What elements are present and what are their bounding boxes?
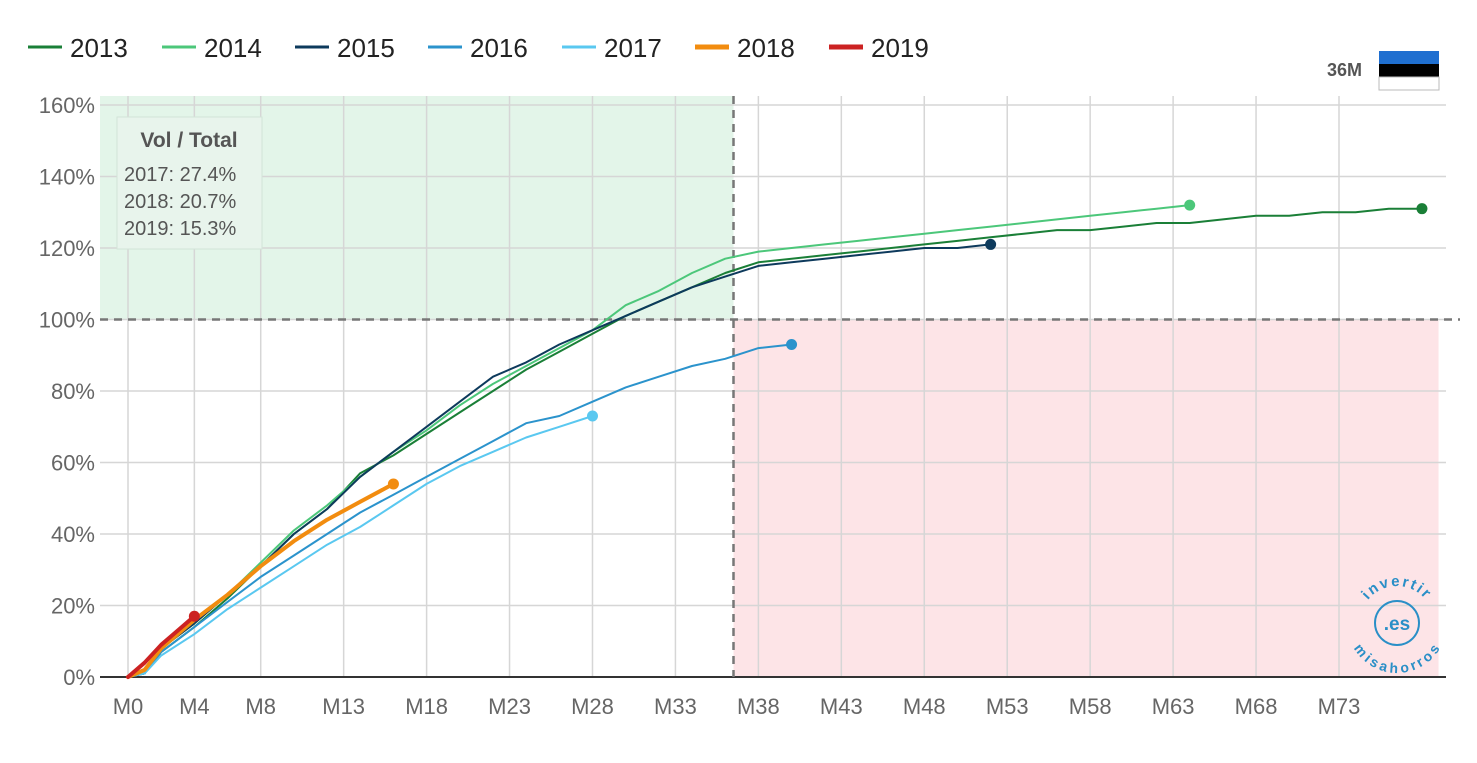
series-line-2019 <box>126 614 197 679</box>
legend-item-2014: 2014 <box>162 33 262 63</box>
legend-label-2015: 2015 <box>337 33 395 63</box>
series-end-point-2017 <box>586 410 598 422</box>
x-tick-M23: M23 <box>488 694 531 719</box>
y-tick-140%: 140% <box>39 165 95 190</box>
x-tick-M8: M8 <box>245 694 276 719</box>
y-tick-80%: 80% <box>51 379 95 404</box>
legend-item-2016: 2016 <box>428 33 528 63</box>
legend-item-2015: 2015 <box>295 33 395 63</box>
y-tick-40%: 40% <box>51 522 95 547</box>
series-end-point-2013 <box>1416 203 1428 215</box>
x-tick-M48: M48 <box>903 694 946 719</box>
series-end-points <box>188 199 1428 622</box>
series-line-2016 <box>127 343 793 678</box>
legend-label-2018: 2018 <box>737 33 795 63</box>
target-zones <box>100 96 1439 677</box>
x-tick-M43: M43 <box>820 694 863 719</box>
x-tick-M18: M18 <box>405 694 448 719</box>
x-tick-M68: M68 <box>1235 694 1278 719</box>
y-tick-20%: 20% <box>51 594 95 619</box>
legend-label-2014: 2014 <box>204 33 262 63</box>
flag-stripe-middle <box>1379 64 1439 77</box>
estonia-flag-icon <box>1378 51 1440 91</box>
reference-lines <box>100 96 1460 677</box>
x-tick-M33: M33 <box>654 694 697 719</box>
legend-item-2013: 2013 <box>28 33 128 63</box>
series-lines <box>126 204 1423 679</box>
y-tick-120%: 120% <box>39 236 95 261</box>
flag-stripe-bottom <box>1378 76 1440 91</box>
legend-label-2019: 2019 <box>871 33 929 63</box>
y-tick-100%: 100% <box>39 308 95 333</box>
zone-below-target <box>733 319 1439 677</box>
x-tick-M53: M53 <box>986 694 1029 719</box>
series-end-point-2014 <box>1184 199 1196 211</box>
legend-label-2016: 2016 <box>470 33 528 63</box>
y-tick-0%: 0% <box>63 665 95 690</box>
series-end-point-2016 <box>786 339 798 351</box>
annotation-line-2019: 2019: 15.3% <box>124 218 237 240</box>
legend-label-2013: 2013 <box>70 33 128 63</box>
y-axis-ticks: 0% 20% 40% 60% 80% 100% 120% 140% 160% <box>39 93 95 690</box>
vol-total-annotation: Vol / Total 2017: 27.4% 2018: 20.7% 2019… <box>116 116 263 250</box>
annotation-line-2017: 2017: 27.4% <box>124 164 237 186</box>
y-tick-60%: 60% <box>51 451 95 476</box>
legend-item-2019: 2019 <box>829 33 929 63</box>
horizon-label: 36M <box>1327 60 1362 80</box>
x-tick-M4: M4 <box>179 694 210 719</box>
legend-item-2017: 2017 <box>562 33 662 63</box>
x-tick-M13: M13 <box>322 694 365 719</box>
x-tick-M0: M0 <box>113 694 144 719</box>
x-tick-M58: M58 <box>1069 694 1112 719</box>
x-tick-M28: M28 <box>571 694 614 719</box>
annotation-line-2018: 2018: 20.7% <box>124 191 237 213</box>
flag-stripe-top <box>1379 51 1439 64</box>
series-line-2018 <box>126 481 396 679</box>
series-end-point-2015 <box>985 238 997 250</box>
x-tick-M63: M63 <box>1152 694 1195 719</box>
horizon-badge: 36M <box>1327 51 1440 91</box>
series-line-2017 <box>127 415 594 678</box>
legend: 2013 2014 2015 2016 2017 2018 2019 <box>28 33 929 63</box>
series-line-2014 <box>127 204 1191 678</box>
y-tick-160%: 160% <box>39 93 95 118</box>
annotation-title: Vol / Total <box>140 129 237 152</box>
legend-item-2018: 2018 <box>695 33 795 63</box>
x-tick-M38: M38 <box>737 694 780 719</box>
logo-ring <box>1374 600 1420 646</box>
series-end-point-2018 <box>387 478 399 490</box>
series-end-point-2019 <box>188 610 200 622</box>
annotation-box <box>116 116 263 250</box>
x-axis-ticks: M0 M4 M8 M13 M18 M23 M28 M33 M38 M43 M48 M53 M58 M63 M… <box>113 694 1361 719</box>
x-tick-M73: M73 <box>1318 694 1361 719</box>
legend-label-2017: 2017 <box>604 33 662 63</box>
logo-center-text: .es <box>1384 614 1410 635</box>
